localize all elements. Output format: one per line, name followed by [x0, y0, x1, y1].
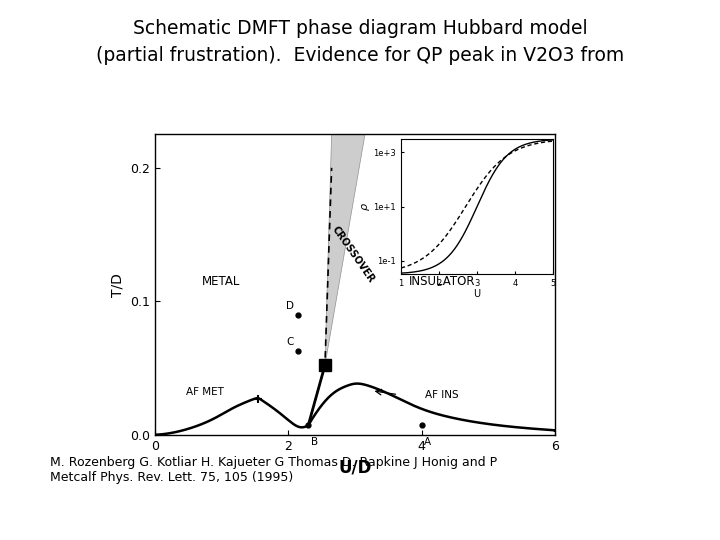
Text: Schematic DMFT phase diagram Hubbard model: Schematic DMFT phase diagram Hubbard mod…	[132, 19, 588, 38]
Text: METAL: METAL	[202, 275, 240, 288]
Text: (partial frustration).  Evidence for QP peak in V2O3 from: (partial frustration). Evidence for QP p…	[96, 46, 624, 65]
Polygon shape	[325, 134, 365, 366]
Text: A: A	[424, 437, 431, 447]
Text: AF INS: AF INS	[425, 390, 459, 400]
Text: M. Rozenberg G. Kotliar H. Kajueter G Thomas D. Rapkine J Honig and P
Metcalf Ph: M. Rozenberg G. Kotliar H. Kajueter G Th…	[50, 456, 498, 484]
Text: B: B	[311, 437, 318, 447]
Y-axis label: T/D: T/D	[110, 273, 125, 296]
Text: AF MET: AF MET	[186, 387, 224, 397]
Text: CROSSOVER: CROSSOVER	[330, 225, 376, 285]
Text: INSULATOR: INSULATOR	[408, 275, 475, 288]
Text: D: D	[287, 301, 294, 310]
X-axis label: U/D: U/D	[338, 458, 372, 476]
Text: C: C	[287, 336, 294, 347]
